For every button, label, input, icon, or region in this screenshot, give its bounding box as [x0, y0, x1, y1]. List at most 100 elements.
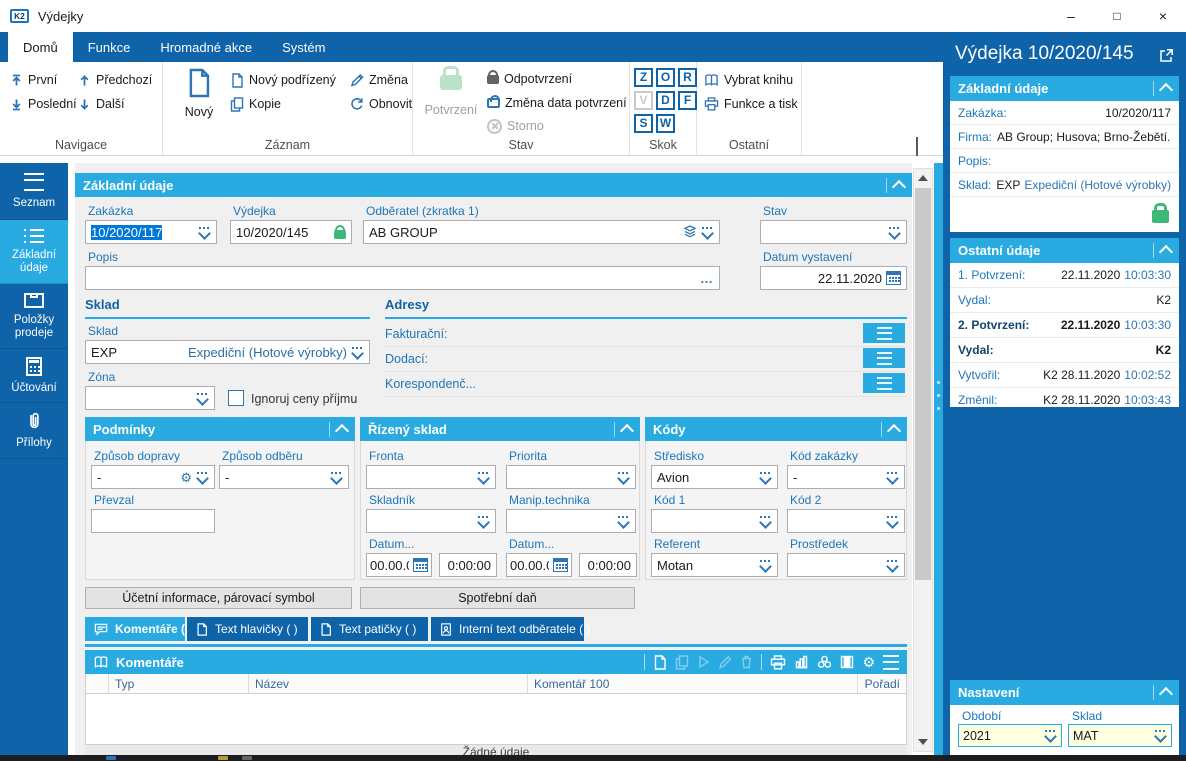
more-ellipsis-icon[interactable]: …	[700, 270, 714, 286]
columns-icon[interactable]	[840, 655, 854, 669]
sidebar-item-uctovani[interactable]: Účtování	[0, 349, 68, 403]
dropdown-icon[interactable]	[617, 471, 630, 484]
zakazka-field[interactable]: 10/2020/117	[85, 220, 217, 244]
dropdown-icon[interactable]	[351, 346, 364, 359]
ribbon-tab-system[interactable]: Systém	[282, 39, 326, 55]
next-record-button[interactable]: Další	[78, 95, 124, 113]
collapse-section-icon[interactable]	[619, 423, 635, 438]
scroll-up-arrow-icon[interactable]	[918, 175, 928, 181]
collapse-section-icon[interactable]	[891, 179, 907, 194]
adresa-korespondencni-menu-button[interactable]	[863, 373, 905, 393]
cancel-record-button[interactable]: Storno	[487, 117, 544, 135]
tab-text-hlavicky[interactable]: Text hlavičky ( )	[187, 617, 308, 641]
vydejka-field[interactable]: 10/2020/145	[230, 220, 352, 244]
skladnik-field[interactable]	[366, 509, 496, 533]
sidebar-item-prilohy[interactable]: Přílohy	[0, 403, 68, 459]
jump-button-f[interactable]: F	[678, 91, 697, 110]
ucetni-informace-button[interactable]: Účetní informace, párovací symbol	[85, 587, 352, 609]
scrollbar-thumb[interactable]	[915, 188, 931, 580]
dropdown-icon[interactable]	[886, 471, 899, 484]
datum1-date-field[interactable]: 00.00.0000	[366, 553, 432, 577]
new-row-icon[interactable]	[653, 654, 667, 670]
dropdown-icon[interactable]	[886, 559, 899, 572]
sidebar-item-polozky-prodeje[interactable]: Položky prodeje	[0, 284, 68, 349]
grid-column-komentar[interactable]: Komentář 100	[528, 674, 858, 693]
color-print-icon[interactable]	[817, 655, 832, 669]
sklad-field[interactable]: EXP Expediční (Hotové výrobky)	[85, 340, 370, 364]
dropdown-icon[interactable]	[477, 471, 490, 484]
chart-icon[interactable]	[794, 655, 809, 669]
tab-interni-text[interactable]: Interní text odběratele ( )	[431, 617, 590, 641]
grid-settings-gear-icon[interactable]: ⚙	[862, 654, 875, 670]
panel-splitter[interactable]	[934, 163, 943, 755]
sidebar-item-zakladni-udaje[interactable]: Základní údaje	[0, 220, 68, 284]
dropdown-icon[interactable]	[330, 471, 343, 484]
open-in-window-icon[interactable]	[1159, 48, 1174, 63]
grid-column-typ[interactable]: Typ	[109, 674, 249, 693]
zona-field[interactable]	[85, 386, 215, 410]
calendar-icon[interactable]	[413, 558, 428, 572]
collapse-section-icon[interactable]	[334, 423, 350, 438]
collapse-section-icon[interactable]	[1158, 82, 1174, 98]
dropdown-icon[interactable]	[196, 392, 209, 405]
gear-icon[interactable]: ⚙	[180, 469, 192, 485]
layers-icon[interactable]	[683, 225, 697, 239]
tab-text-paticky[interactable]: Text patičky ( )	[311, 617, 428, 641]
dropdown-icon[interactable]	[477, 515, 490, 528]
jump-button-s[interactable]: S	[634, 114, 653, 133]
adresa-dodaci-menu-button[interactable]	[863, 348, 905, 368]
functions-print-button[interactable]: Funkce a tisk	[704, 95, 798, 113]
ribbon-collapse-button[interactable]	[916, 137, 930, 156]
minimize-button[interactable]: –	[1067, 8, 1075, 24]
collapse-section-icon[interactable]	[886, 423, 902, 438]
dropdown-icon[interactable]	[886, 515, 899, 528]
adresa-fakturacni-menu-button[interactable]	[863, 323, 905, 343]
dropdown-icon[interactable]	[198, 226, 211, 239]
dropdown-icon[interactable]	[759, 559, 772, 572]
print-icon[interactable]	[770, 654, 786, 670]
dropdown-icon[interactable]	[701, 226, 714, 239]
datum2-date-field[interactable]: 00.00.0000	[506, 553, 572, 577]
refresh-record-button[interactable]: Obnovit	[350, 95, 412, 113]
spotrebni-dan-button[interactable]: Spotřební daň	[360, 587, 635, 609]
grid-menu-icon[interactable]	[883, 654, 899, 670]
fronta-field[interactable]	[366, 465, 496, 489]
datum2-time-field[interactable]: 0:00:00	[579, 553, 637, 577]
grid-column-poradi[interactable]: Pořadí	[864, 676, 900, 691]
dropdown-icon[interactable]	[759, 471, 772, 484]
dropdown-icon[interactable]	[196, 471, 209, 484]
new-child-button[interactable]: Nový podřízený	[230, 71, 336, 89]
prevzal-field[interactable]	[91, 509, 215, 533]
jump-button-d[interactable]: D	[656, 91, 675, 110]
new-record-button[interactable]: Nový	[177, 68, 221, 119]
scroll-down-arrow-icon[interactable]	[918, 739, 928, 745]
select-book-button[interactable]: Vybrat knihu	[704, 71, 793, 89]
dropdown-icon[interactable]	[1044, 729, 1057, 742]
odberatel-field[interactable]: AB GROUP	[363, 220, 720, 244]
ribbon-tab-funkce[interactable]: Funkce	[87, 39, 131, 55]
referent-field[interactable]: Motan	[651, 553, 778, 577]
copy-record-button[interactable]: Kopie	[230, 95, 281, 113]
nastaveni-sklad-field[interactable]: MAT	[1068, 724, 1172, 747]
grid-column-nazev[interactable]: Název	[249, 674, 528, 693]
dropdown-icon[interactable]	[1154, 729, 1167, 742]
dropdown-icon[interactable]	[617, 515, 630, 528]
prostredek-field[interactable]	[787, 553, 905, 577]
datum1-time-field[interactable]: 0:00:00	[439, 553, 497, 577]
dropdown-icon[interactable]	[759, 515, 772, 528]
zpusob-odberu-field[interactable]: -	[219, 465, 349, 489]
kod-zakazky-field[interactable]: -	[787, 465, 905, 489]
kod2-field[interactable]	[787, 509, 905, 533]
grid-body[interactable]	[85, 694, 907, 745]
manip-technika-field[interactable]	[506, 509, 636, 533]
previous-record-button[interactable]: Předchozí	[78, 71, 152, 89]
calendar-icon[interactable]	[553, 558, 568, 572]
obdobi-field[interactable]: 2021	[958, 724, 1062, 747]
calendar-icon[interactable]	[886, 271, 901, 285]
ignoruj-ceny-checkbox[interactable]	[228, 390, 244, 406]
dropdown-icon[interactable]	[888, 226, 901, 239]
tab-komentare[interactable]: Komentáře (0)	[85, 617, 196, 641]
priorita-field[interactable]	[506, 465, 636, 489]
sidebar-item-seznam[interactable]: Seznam	[0, 163, 68, 220]
first-record-button[interactable]: První	[10, 71, 57, 89]
